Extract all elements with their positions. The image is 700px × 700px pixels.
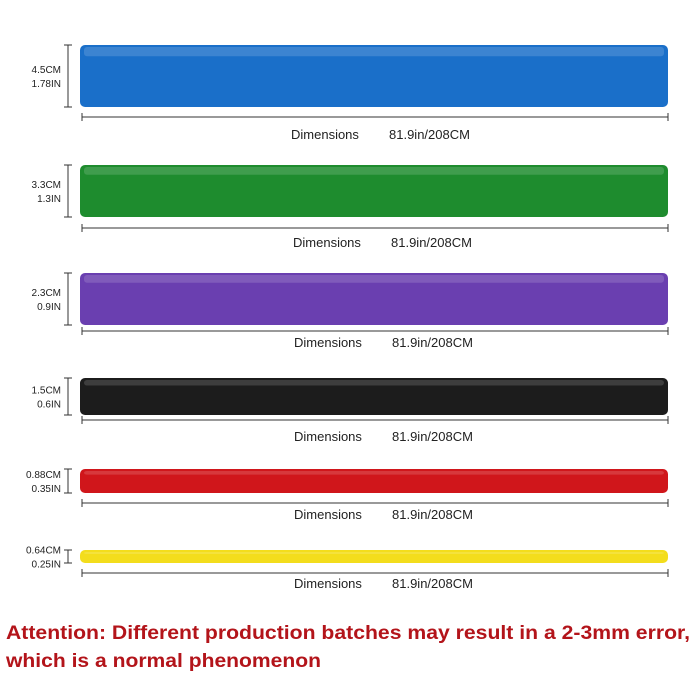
dimension-length: 81.9in/208CM xyxy=(392,507,473,522)
band-highlight xyxy=(84,552,664,554)
band xyxy=(80,273,668,325)
width-cm: 2.3CM xyxy=(32,288,61,299)
band xyxy=(80,45,668,107)
width-in: 0.25IN xyxy=(32,560,61,571)
band xyxy=(80,165,668,217)
dimension-label: Dimensions xyxy=(291,127,359,142)
width-in: 0.9IN xyxy=(37,302,61,313)
band xyxy=(80,469,668,493)
width-cm: 4.5CM xyxy=(32,65,61,76)
width-cm: 3.3CM xyxy=(32,180,61,191)
width-in: 1.78IN xyxy=(32,79,61,90)
attention-line: Attention: Different production batches … xyxy=(6,623,690,644)
band-highlight xyxy=(84,380,664,386)
dimension-label: Dimensions xyxy=(294,335,362,350)
dimension-label: Dimensions xyxy=(293,235,361,250)
dimension-label: Dimensions xyxy=(294,507,362,522)
dimension-label: Dimensions xyxy=(294,429,362,444)
width-in: 1.3IN xyxy=(37,194,61,205)
band xyxy=(80,378,668,415)
dimension-length: 81.9in/208CM xyxy=(391,235,472,250)
band-highlight xyxy=(84,167,664,175)
band-highlight xyxy=(84,471,664,475)
band xyxy=(80,550,668,563)
dimension-length: 81.9in/208CM xyxy=(392,335,473,350)
width-cm: 1.5CM xyxy=(32,386,61,397)
band-highlight xyxy=(84,275,664,283)
attention-line: which is a normal phenomenon xyxy=(5,651,321,672)
band-highlight xyxy=(84,47,664,57)
dimension-length: 81.9in/208CM xyxy=(392,429,473,444)
dimension-length: 81.9in/208CM xyxy=(392,576,473,591)
dimension-length: 81.9in/208CM xyxy=(389,127,470,142)
width-cm: 0.88CM xyxy=(26,470,61,481)
dimension-label: Dimensions xyxy=(294,576,362,591)
width-in: 0.35IN xyxy=(32,484,61,495)
width-in: 0.6IN xyxy=(37,400,61,411)
width-cm: 0.64CM xyxy=(26,546,61,557)
